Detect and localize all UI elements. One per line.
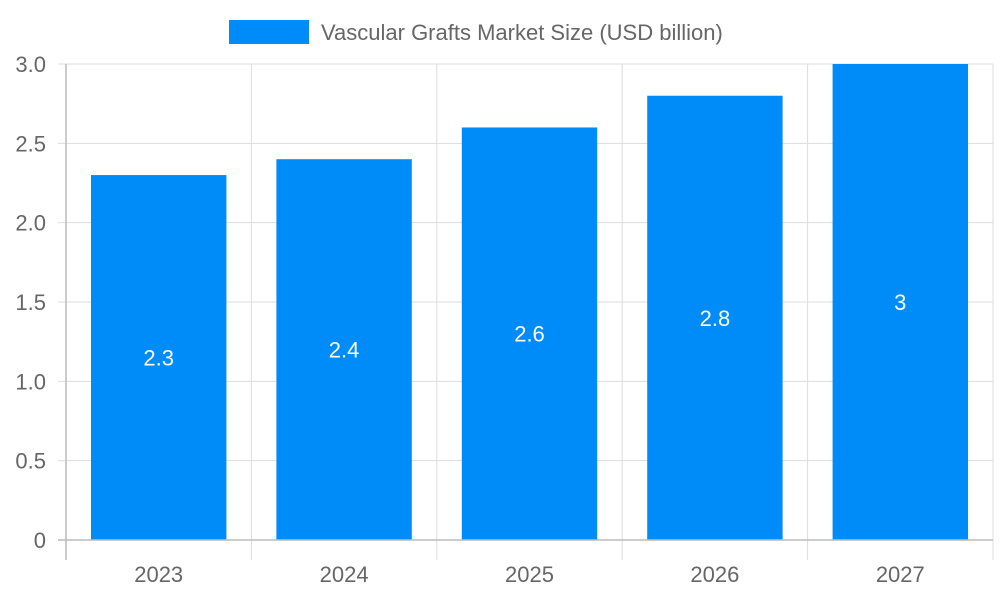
data-label: 2.6 xyxy=(514,322,545,347)
bar xyxy=(276,159,412,540)
x-tick-label: 2026 xyxy=(690,562,739,587)
bar xyxy=(647,95,783,540)
y-tick-label: 0 xyxy=(34,528,46,553)
x-tick-label: 2025 xyxy=(505,562,554,587)
x-tick-label: 2024 xyxy=(320,562,369,587)
data-label: 3 xyxy=(894,290,906,315)
x-tick-label: 2023 xyxy=(134,562,183,587)
legend-swatch xyxy=(229,20,309,44)
x-tick-label: 2027 xyxy=(876,562,925,587)
legend[interactable]: Vascular Grafts Market Size (USD billion… xyxy=(229,20,723,45)
y-tick-label: 2.0 xyxy=(15,211,46,236)
y-tick-label: 3.0 xyxy=(15,52,46,77)
data-label: 2.4 xyxy=(329,338,360,363)
y-tick-label: 1.5 xyxy=(15,290,46,315)
bar xyxy=(832,64,968,540)
bars xyxy=(91,64,968,541)
data-label: 2.8 xyxy=(700,306,731,331)
y-tick-label: 1.0 xyxy=(15,369,46,394)
bar xyxy=(91,175,227,541)
bar xyxy=(461,127,598,540)
axes xyxy=(58,63,993,560)
data-label: 2.3 xyxy=(143,346,174,371)
legend-label: Vascular Grafts Market Size (USD billion… xyxy=(321,20,723,45)
labels: 0 0.5 1.0 1.5 2.0 2.5 3.0 2.3 2023 2.4 2024 2.6 2025… xyxy=(15,52,924,587)
y-tick-label: 0.5 xyxy=(15,449,46,474)
y-tick-label: 2.5 xyxy=(15,131,46,156)
